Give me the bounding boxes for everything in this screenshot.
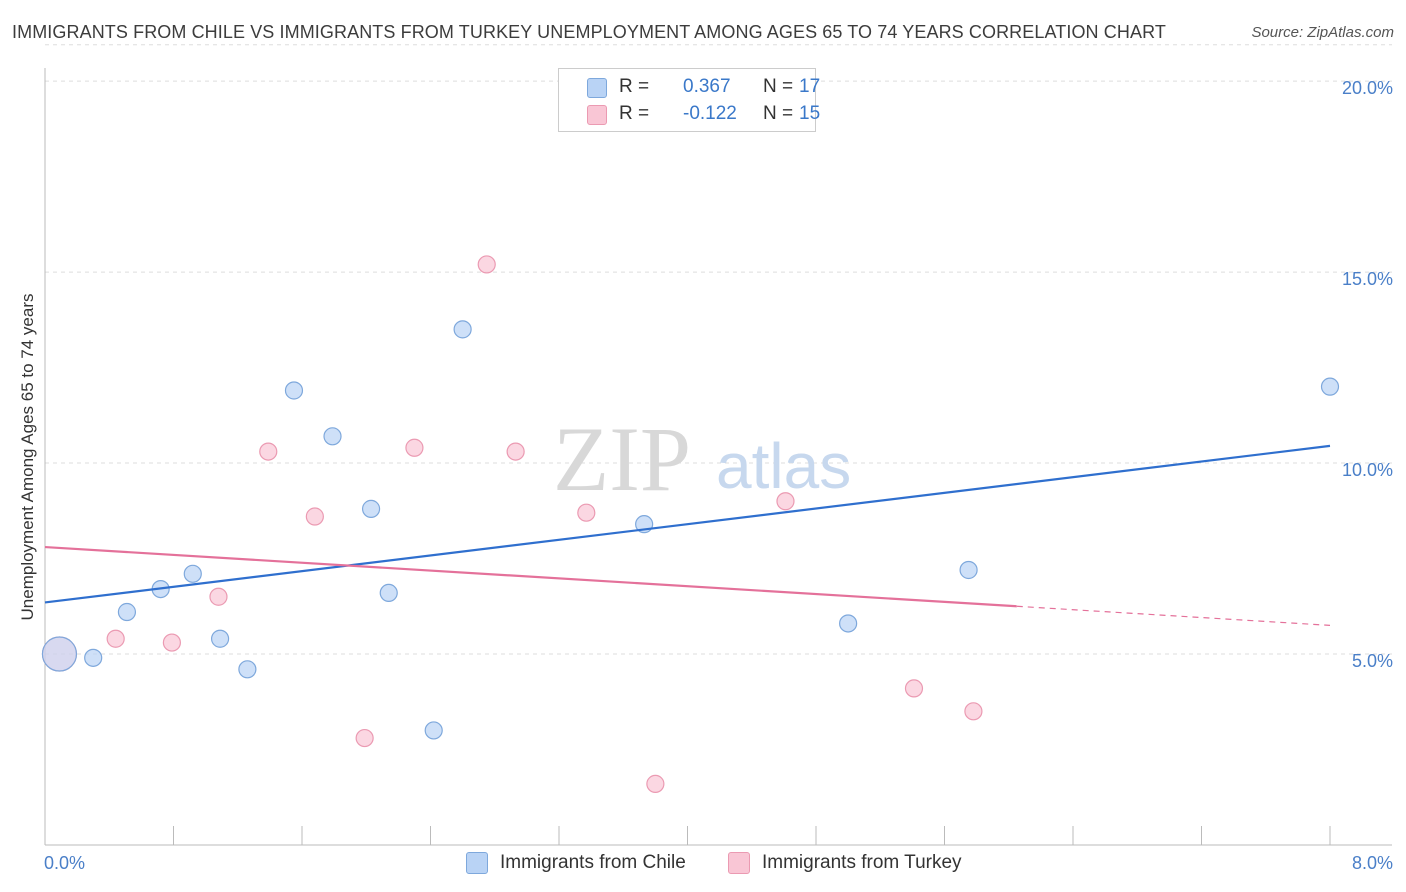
turkey-point bbox=[162, 633, 181, 652]
turkey-point bbox=[106, 629, 125, 648]
chart-title: IMMIGRANTS FROM CHILE VS IMMIGRANTS FROM… bbox=[12, 22, 1166, 42]
turkey-point bbox=[776, 492, 795, 511]
turkey-point bbox=[477, 255, 496, 274]
turkey-point bbox=[405, 438, 424, 457]
turkey-trend-extension bbox=[1016, 605, 1331, 626]
chile-point bbox=[453, 320, 472, 339]
x-tick-label: 8.0% bbox=[1352, 853, 1393, 873]
turkey-trend-line bbox=[44, 545, 1017, 608]
chile-point bbox=[361, 499, 381, 518]
legend-label-turkey: Immigrants from Turkey bbox=[762, 852, 962, 873]
n-value: 17 bbox=[799, 76, 821, 97]
turkey-point bbox=[904, 679, 924, 698]
chile-swatch-icon bbox=[587, 78, 607, 98]
turkey-point bbox=[506, 442, 525, 461]
y-tick-label: 15.0% bbox=[1342, 269, 1393, 289]
chile-point bbox=[117, 602, 137, 622]
r-value: -0.122 bbox=[683, 103, 737, 124]
chile-point bbox=[238, 660, 257, 679]
chile-point bbox=[839, 614, 858, 633]
chile-point bbox=[284, 381, 304, 400]
watermark-zip: ZIP bbox=[553, 408, 691, 510]
y-tick-label: 20.0% bbox=[1342, 78, 1393, 98]
legend-label-chile: Immigrants from Chile bbox=[500, 852, 686, 873]
chile-point bbox=[379, 583, 398, 603]
turkey-legend-swatch-icon bbox=[728, 852, 750, 874]
turkey-point bbox=[964, 702, 983, 721]
turkey-point bbox=[305, 507, 324, 526]
chile-trend-line bbox=[44, 444, 1331, 604]
turkey-point bbox=[646, 774, 665, 793]
chile-point bbox=[424, 721, 443, 740]
chile-point bbox=[959, 560, 978, 580]
n-value: 15 bbox=[799, 103, 821, 124]
x-tick-label: 0.0% bbox=[44, 853, 85, 873]
correlation-legend: R = 0.367 N = 17 R = -0.122 N = 15 bbox=[558, 68, 820, 132]
chile-point bbox=[84, 648, 103, 667]
turkey-swatch-icon bbox=[587, 105, 607, 125]
source-credit: Source: ZipAtlas.com bbox=[1251, 24, 1394, 41]
chile-point bbox=[183, 564, 202, 583]
turkey-point bbox=[355, 728, 374, 748]
y-tick-label: 10.0% bbox=[1342, 460, 1393, 480]
n-label: N = bbox=[763, 103, 794, 124]
chile-legend-swatch-icon bbox=[466, 852, 488, 874]
watermark-atlas: atlas bbox=[716, 430, 851, 502]
turkey-point bbox=[259, 442, 278, 461]
chile-point bbox=[210, 629, 230, 648]
turkey-point bbox=[577, 503, 596, 522]
r-value: 0.367 bbox=[683, 76, 731, 97]
y-tick-label: 5.0% bbox=[1352, 651, 1393, 671]
chile-point bbox=[1320, 377, 1340, 396]
turkey-point bbox=[209, 587, 228, 606]
n-label: N = bbox=[763, 76, 794, 97]
r-label: R = bbox=[619, 76, 650, 97]
chile-point bbox=[41, 636, 78, 672]
chile-point bbox=[323, 427, 342, 446]
r-label: R = bbox=[619, 103, 650, 124]
